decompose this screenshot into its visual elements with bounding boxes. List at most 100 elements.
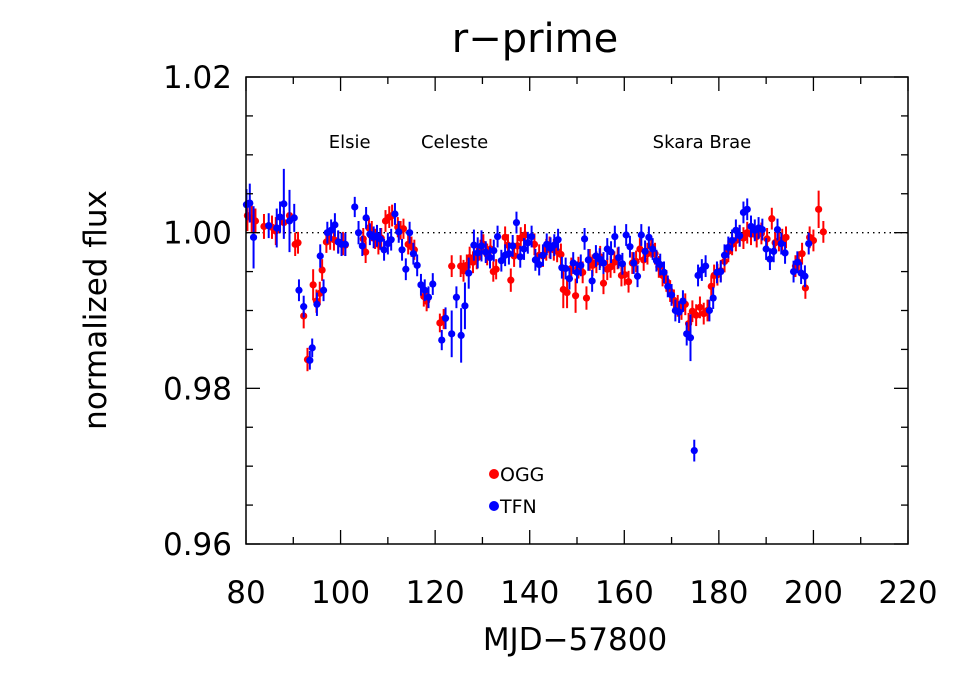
data-point (448, 262, 456, 270)
chart-title: r−prime (452, 16, 618, 62)
data-point (441, 314, 450, 322)
data-point (493, 232, 502, 241)
legend-label: TFN (499, 496, 537, 518)
x-tick-label: 80 (226, 575, 265, 611)
data-point (474, 249, 482, 257)
data-point (358, 242, 366, 250)
legend: OGG TFN (489, 464, 544, 518)
data-point (362, 248, 370, 256)
data-point (327, 226, 335, 234)
data-point (528, 232, 536, 241)
x-axis-label: MJD−57800 (483, 622, 667, 658)
y-tick-label: 0.98 (163, 371, 232, 407)
x-tick-label: 200 (784, 575, 843, 611)
data-point (246, 199, 254, 207)
data-point (265, 222, 273, 230)
data-point (789, 267, 798, 276)
data-point (694, 271, 702, 280)
data-point (509, 242, 517, 250)
data-point (316, 252, 324, 260)
data-point (679, 297, 687, 305)
x-tick-label: 120 (406, 575, 465, 611)
data-point (438, 336, 446, 344)
data-point (295, 286, 303, 294)
data-point (782, 233, 790, 241)
data-point (362, 214, 370, 222)
series-tfn (242, 168, 813, 462)
data-point (758, 225, 766, 234)
data-point (640, 256, 648, 264)
data-point (300, 303, 308, 311)
data-point (477, 242, 486, 250)
data-point (457, 331, 465, 340)
data-point (645, 233, 653, 241)
data-point (622, 231, 630, 239)
data-point (507, 276, 515, 284)
data-point (429, 280, 437, 288)
data-point (351, 203, 359, 211)
data-point (702, 262, 710, 270)
data-point (571, 292, 580, 300)
data-point (461, 302, 469, 310)
data-point (308, 344, 316, 352)
data-point (306, 356, 314, 364)
data-point (580, 235, 589, 243)
data-point (573, 268, 581, 276)
data-point (319, 286, 328, 294)
data-point (732, 226, 740, 234)
data-point (391, 210, 399, 218)
data-point (490, 246, 498, 255)
data-point (376, 235, 384, 243)
data-point (417, 281, 425, 289)
axis-ticks (245, 76, 909, 545)
x-tick-label: 220 (878, 575, 937, 611)
data-point (331, 221, 339, 229)
data-point (465, 269, 473, 277)
data-point (768, 215, 776, 223)
data-point (819, 228, 827, 236)
annotation-label: Celeste (421, 132, 488, 153)
axis-tick-labels: 80 100 120 140 160 180 200 220 0.96 0.98 1.00 1.02 (163, 60, 938, 611)
data-point (626, 243, 634, 251)
data-point (563, 288, 571, 297)
annotation-label: Skara Brae (653, 132, 752, 153)
data-point (630, 259, 638, 267)
data-point (599, 259, 608, 267)
legend-marker (489, 469, 499, 479)
data-point (341, 240, 349, 248)
data-point (448, 330, 456, 338)
y-tick-label: 1.02 (163, 60, 232, 96)
data-point (720, 251, 729, 259)
data-point (611, 232, 619, 241)
data-point (588, 277, 596, 285)
data-point (618, 260, 626, 268)
data-point (313, 300, 321, 308)
data-point (470, 241, 478, 249)
data-point (667, 291, 676, 299)
y-tick-label: 1.00 (163, 216, 232, 252)
data-point (557, 250, 565, 259)
data-point (577, 261, 585, 269)
data-point (773, 225, 782, 234)
data-point (452, 293, 461, 301)
data-point (736, 232, 744, 240)
data-point (656, 260, 664, 269)
data-point (664, 282, 672, 290)
data-point (637, 231, 645, 239)
data-point (512, 218, 521, 227)
data-points-layer (242, 168, 827, 462)
data-point (615, 253, 623, 262)
data-point (728, 236, 736, 245)
data-point (554, 236, 562, 244)
series-ogg (243, 190, 827, 372)
data-point (406, 229, 414, 237)
data-point (762, 245, 770, 253)
data-point (380, 246, 388, 254)
data-point (524, 239, 532, 247)
data-point (402, 265, 410, 273)
legend-label: OGG (500, 464, 544, 486)
data-point (565, 274, 574, 283)
data-point (516, 253, 524, 261)
data-point (354, 229, 363, 237)
